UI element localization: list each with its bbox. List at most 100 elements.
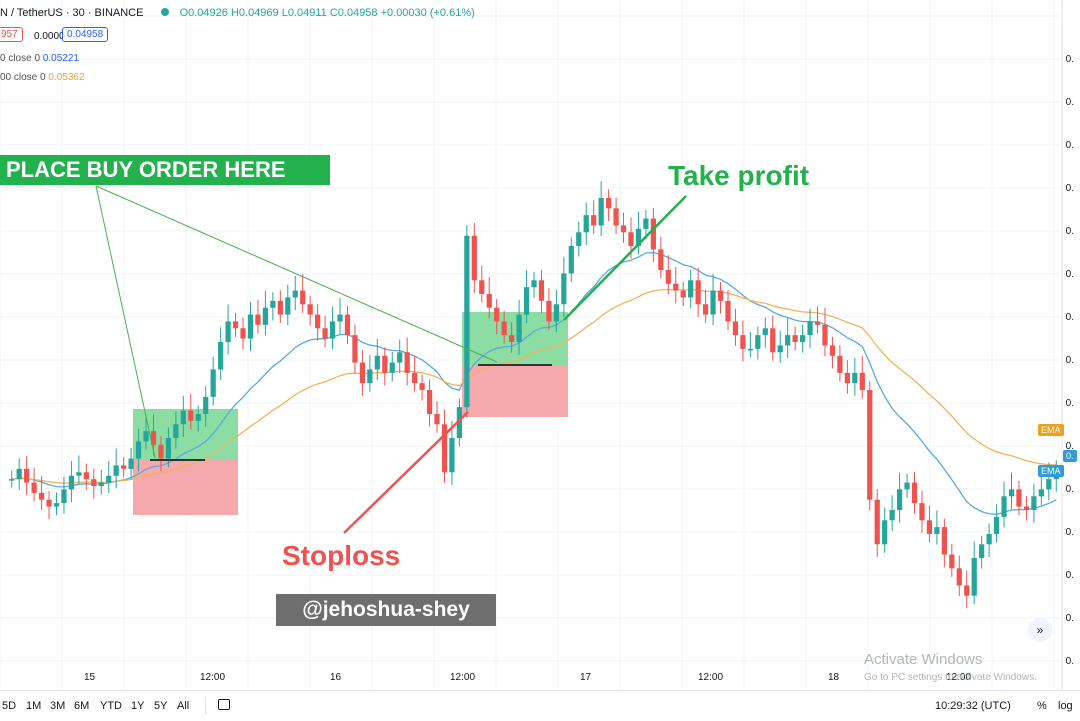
candle [46, 499, 52, 507]
candle [1031, 496, 1037, 510]
candle [173, 424, 179, 438]
candle [919, 503, 925, 521]
scroll-to-latest-button[interactable]: » [1028, 618, 1052, 642]
take-profit-label: Take profit [668, 160, 810, 191]
candle [203, 396, 209, 414]
candle [337, 314, 343, 322]
candle [971, 558, 977, 596]
candle [576, 232, 582, 246]
candle [135, 441, 142, 459]
candle [889, 510, 895, 521]
candle [650, 218, 656, 250]
candle [434, 414, 440, 425]
activate-windows-subtitle: Go to PC settings to activate Windows. [864, 672, 1037, 683]
candle [270, 300, 276, 308]
range-all-button[interactable]: All [177, 700, 190, 712]
range-5y-button[interactable]: 5Y [154, 700, 168, 712]
candle [598, 198, 604, 226]
activate-windows-title: Activate Windows [864, 651, 983, 668]
log-scale-button[interactable]: log [1058, 700, 1073, 712]
range-1m-button[interactable]: 1M [26, 700, 42, 712]
candle [38, 492, 45, 500]
ma2-value: 0.05362 [48, 72, 85, 83]
ma1-value: 0.05221 [42, 53, 79, 64]
candle [218, 342, 224, 370]
candle [896, 489, 903, 510]
candle [419, 383, 425, 390]
candle [538, 280, 545, 301]
candle [98, 482, 104, 486]
last-price-tag: 0. [1063, 450, 1077, 462]
candle [479, 280, 485, 294]
candle [867, 390, 873, 500]
candle [210, 369, 216, 397]
candle [941, 527, 947, 555]
candle [643, 218, 649, 229]
symbol-name: N / TetherUS · 30 · BINANCE [0, 7, 144, 19]
range-5d-button[interactable]: 5D [2, 700, 17, 712]
time-tick-label: 12:00 [450, 672, 476, 683]
candle [949, 554, 955, 569]
range-ytd-button[interactable]: YTD [100, 700, 122, 712]
buy-button[interactable]: 0.04958 [62, 27, 109, 42]
candle [964, 585, 970, 596]
candle [150, 431, 157, 445]
calendar-icon[interactable] [218, 699, 230, 710]
candle [583, 215, 589, 233]
candle [926, 520, 933, 534]
candle [404, 352, 410, 373]
time-tick-label: 12:00 [698, 672, 724, 683]
price-chart[interactable] [0, 0, 1080, 690]
time-tick-label: 17 [580, 672, 592, 683]
candle [180, 410, 186, 425]
candle [158, 444, 164, 459]
stoploss-label: Stoploss [282, 540, 401, 571]
candle [76, 472, 82, 476]
candle [755, 335, 761, 349]
candle [382, 355, 388, 373]
price-tick-label: 0. [1065, 312, 1074, 323]
ma2-label: 00 close 0 [0, 72, 46, 83]
range-6m-button[interactable]: 6M [74, 700, 90, 712]
sell-button[interactable]: 957 [0, 27, 23, 42]
candle [374, 355, 380, 370]
price-tick-label: 0. [1065, 54, 1074, 65]
buy-order-banner: PLACE BUY ORDER HERE [0, 155, 330, 185]
price-tick-label: 0. [1065, 97, 1074, 108]
range-1y-button[interactable]: 1Y [131, 700, 145, 712]
candle [874, 499, 880, 545]
candle [904, 482, 910, 490]
candle [613, 208, 619, 226]
candle [710, 290, 716, 315]
take-profit-zone-2 [462, 312, 568, 365]
bottom-toolbar: 5D 1M 3M 6M YTD 1Y 5Y All 10:29:32 (UTC)… [0, 690, 1080, 721]
candle [785, 335, 791, 346]
candle [486, 294, 492, 308]
candle [523, 287, 530, 315]
candle [464, 235, 470, 408]
range-3m-button[interactable]: 3M [50, 700, 66, 712]
candle [911, 482, 918, 504]
candle [494, 307, 500, 322]
candle [300, 290, 306, 305]
candle [822, 324, 828, 346]
stop-loss-zone-2 [462, 365, 568, 417]
percent-scale-button[interactable]: % [1037, 700, 1047, 712]
candle [16, 468, 22, 480]
candle [53, 503, 60, 507]
candle [426, 390, 433, 414]
price-tick-label: 0. [1065, 183, 1074, 194]
price-tick-label: 0. [1065, 140, 1074, 151]
candle [83, 472, 89, 480]
candle [1001, 496, 1007, 517]
candle [635, 228, 642, 246]
candle [255, 314, 261, 325]
candle [732, 321, 739, 336]
clock-readout[interactable]: 10:29:32 (UTC) [935, 700, 1011, 712]
candle [553, 304, 559, 322]
candle [9, 479, 15, 481]
candle [31, 482, 37, 493]
candle [322, 328, 328, 339]
candle [329, 321, 336, 339]
candle [688, 280, 694, 298]
